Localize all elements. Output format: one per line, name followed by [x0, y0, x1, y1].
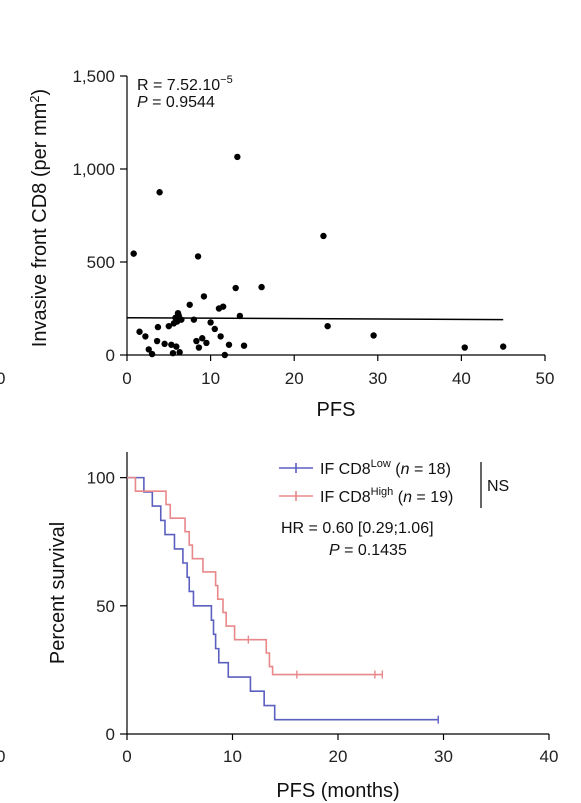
scatter-y-tick-label: 1,000	[72, 160, 115, 179]
scatter-point	[500, 343, 507, 350]
scatter-point	[234, 153, 241, 161]
scatter-point	[217, 333, 224, 340]
scatter-y-tick-label: 1,500	[72, 67, 115, 86]
scatter-point	[240, 342, 248, 349]
scatter-point	[461, 344, 468, 351]
hazard-ratio-text: HR = 0.60 [0.29;1.06]	[281, 520, 434, 537]
scatter-x-tick-label: 30	[368, 369, 387, 388]
scatter-point	[156, 189, 163, 196]
survival-y-tick-label: 100	[87, 469, 115, 488]
significance-label: NS	[487, 478, 509, 495]
scatter-point	[199, 335, 206, 342]
survival-y-label: Percent survival	[47, 522, 69, 664]
survival-curve-low	[127, 476, 439, 721]
scatter-point	[207, 319, 214, 326]
survival-x-tick-label: 0	[122, 747, 131, 766]
scatter-x-tick-label: 0	[122, 369, 131, 388]
scatter-point	[173, 343, 180, 350]
scatter-point	[221, 351, 229, 359]
survival-x-label: PFS (months)	[276, 780, 399, 802]
survival-y-tick-label: 50	[96, 597, 115, 616]
scatter-point	[211, 325, 218, 333]
scatter-chart: 0 500 1,000 1,500 0 10 20 30 40 50 R = 7.52.10−5…	[27, 67, 554, 421]
scatter-y-tick-label: 500	[87, 253, 115, 272]
scatter-point	[186, 301, 193, 308]
edge-label-bottom: 0	[0, 747, 5, 766]
scatter-point	[169, 349, 177, 357]
survival-x-tick-label: 40	[540, 747, 559, 766]
scatter-point	[153, 337, 161, 345]
scatter-point	[195, 344, 203, 351]
survival-x-tick-label: 20	[329, 747, 348, 766]
scatter-point	[232, 284, 239, 292]
scatter-x-tick-label: 40	[452, 369, 471, 388]
legend-high-label: IF CD8High (n = 19)	[320, 486, 453, 506]
scatter-point	[236, 312, 244, 320]
scatter-point	[258, 283, 265, 291]
scatter-point	[145, 346, 152, 353]
survival-y-tick-label: 0	[106, 725, 115, 744]
scatter-point	[194, 253, 202, 260]
scatter-point	[193, 337, 200, 345]
scatter-r-annotation: R = 7.52.10−5	[137, 74, 233, 94]
scatter-y-tick-label: 0	[106, 346, 115, 365]
scatter-point	[130, 250, 137, 257]
scatter-point	[176, 349, 183, 356]
survival-curve-high	[127, 476, 383, 676]
scatter-x-tick-label: 50	[536, 369, 555, 388]
survival-x-tick-label: 30	[434, 747, 453, 766]
scatter-x-tick-label: 10	[201, 369, 220, 388]
scatter-point	[225, 341, 233, 348]
scatter-point	[219, 303, 227, 310]
scatter-point	[165, 322, 172, 330]
scatter-point	[370, 332, 377, 339]
scatter-point	[168, 341, 175, 348]
scatter-p-annotation: P = 0.9544	[137, 94, 215, 111]
scatter-point	[142, 333, 149, 340]
survival-x-tick-label: 10	[223, 747, 242, 766]
legend-low-label: IF CD8Low (n = 18)	[320, 458, 451, 478]
scatter-point	[161, 340, 168, 348]
scatter-point	[324, 322, 331, 330]
scatter-point	[154, 323, 162, 331]
edge-label-top: 0	[0, 369, 5, 388]
scatter-point	[200, 293, 208, 300]
survival-chart: 0 50 100 0 10 20 30 40 IF CD8Low (n = 18) IF C…	[47, 452, 558, 802]
scatter-point	[320, 232, 327, 240]
survival-p-annotation: P = 0.1435	[329, 542, 407, 559]
scatter-x-label: PFS	[317, 399, 356, 421]
scatter-point	[148, 350, 156, 358]
scatter-trend-line	[126, 317, 504, 321]
scatter-y-label: Invasive front CD8 (per mm2)	[27, 89, 51, 347]
scatter-x-tick-label: 20	[285, 369, 304, 388]
scatter-point	[136, 328, 143, 335]
scatter-point	[203, 339, 210, 347]
